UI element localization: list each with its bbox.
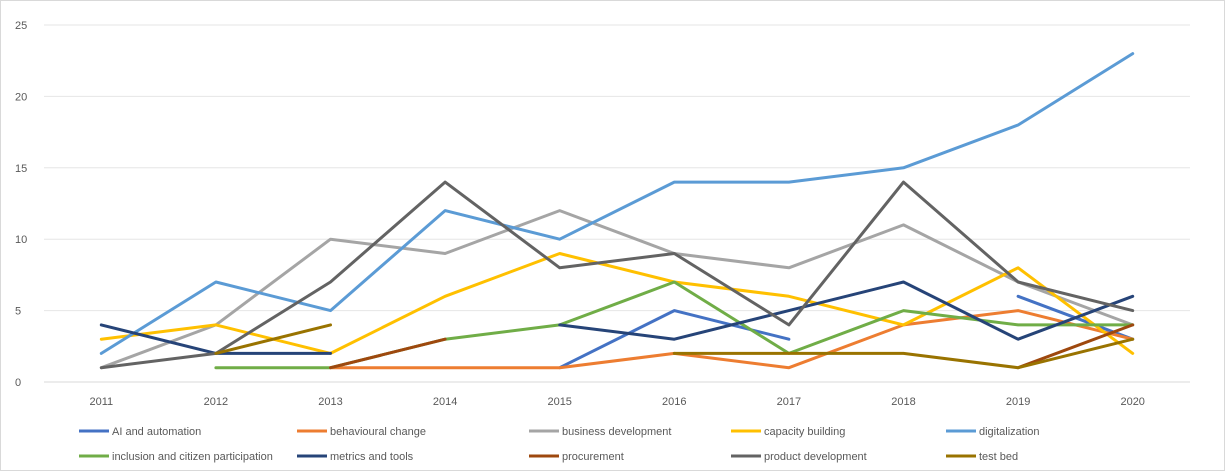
legend-label: test bed (979, 451, 1018, 463)
series-behavioural-change (329, 309, 1135, 370)
legend: AI and automation behavioural change busin… (79, 426, 1040, 463)
legend-label: AI and automation (112, 426, 201, 438)
y-tick-label: 25 (15, 20, 27, 32)
x-tick-label: 2014 (433, 396, 457, 408)
series-line-segment (672, 337, 1135, 370)
series-line-segment (558, 280, 1135, 341)
y-tick-label: 10 (15, 234, 27, 246)
legend-label: procurement (562, 451, 624, 463)
legend-item: digitalization (946, 426, 1040, 438)
legend-item: product development (731, 451, 867, 463)
y-tick-label: 0 (15, 377, 21, 389)
gridlines (44, 24, 1190, 383)
y-tick-label: 5 (15, 306, 21, 318)
legend-item: behavioural change (297, 426, 426, 438)
legend-item: inclusion and citizen participation (79, 451, 273, 463)
legend-item: business development (529, 426, 671, 438)
series-line-segment (214, 323, 332, 355)
series-line-segment (99, 209, 1135, 370)
series-test-bed (214, 323, 1135, 370)
x-tick-label: 2011 (89, 396, 113, 408)
series-line-segment (329, 309, 1135, 370)
x-tick-label: 2018 (891, 396, 915, 408)
series-line-segment (1016, 323, 1135, 370)
y-axis-ticks: 0 5 10 15 20 25 (15, 20, 27, 389)
series-line-segment (99, 323, 332, 355)
y-tick-label: 20 (15, 91, 27, 103)
legend-label: capacity building (764, 426, 845, 438)
legend-label: behavioural change (330, 426, 426, 438)
series-line-segment (99, 52, 1135, 355)
y-tick-label: 15 (15, 163, 27, 175)
legend-label: business development (562, 426, 671, 438)
x-tick-label: 2012 (204, 396, 228, 408)
legend-item: capacity building (731, 426, 845, 438)
legend-label: inclusion and citizen participation (112, 451, 273, 463)
x-tick-label: 2020 (1120, 396, 1144, 408)
legend-label: metrics and tools (330, 451, 414, 463)
x-tick-label: 2013 (318, 396, 342, 408)
legend-item: AI and automation (79, 426, 201, 438)
legend-item: test bed (946, 451, 1018, 463)
x-tick-label: 2019 (1006, 396, 1030, 408)
x-axis-ticks: 2011 2012 2013 2014 2015 2016 2017 2018 2019 2020 (89, 396, 1144, 408)
series-digitalization (99, 52, 1135, 355)
series-line-segment (99, 180, 1135, 370)
series-lines (99, 52, 1135, 370)
series-business-development (99, 209, 1135, 370)
x-tick-label: 2016 (662, 396, 686, 408)
x-tick-label: 2017 (777, 396, 801, 408)
x-tick-label: 2015 (547, 396, 571, 408)
legend-label: product development (764, 451, 867, 463)
series-line-segment (329, 337, 447, 370)
legend-label: digitalization (979, 426, 1040, 438)
legend-item: procurement (529, 451, 624, 463)
series-product-development (99, 180, 1135, 370)
series-procurement (329, 323, 1135, 370)
legend-item: metrics and tools (297, 451, 414, 463)
